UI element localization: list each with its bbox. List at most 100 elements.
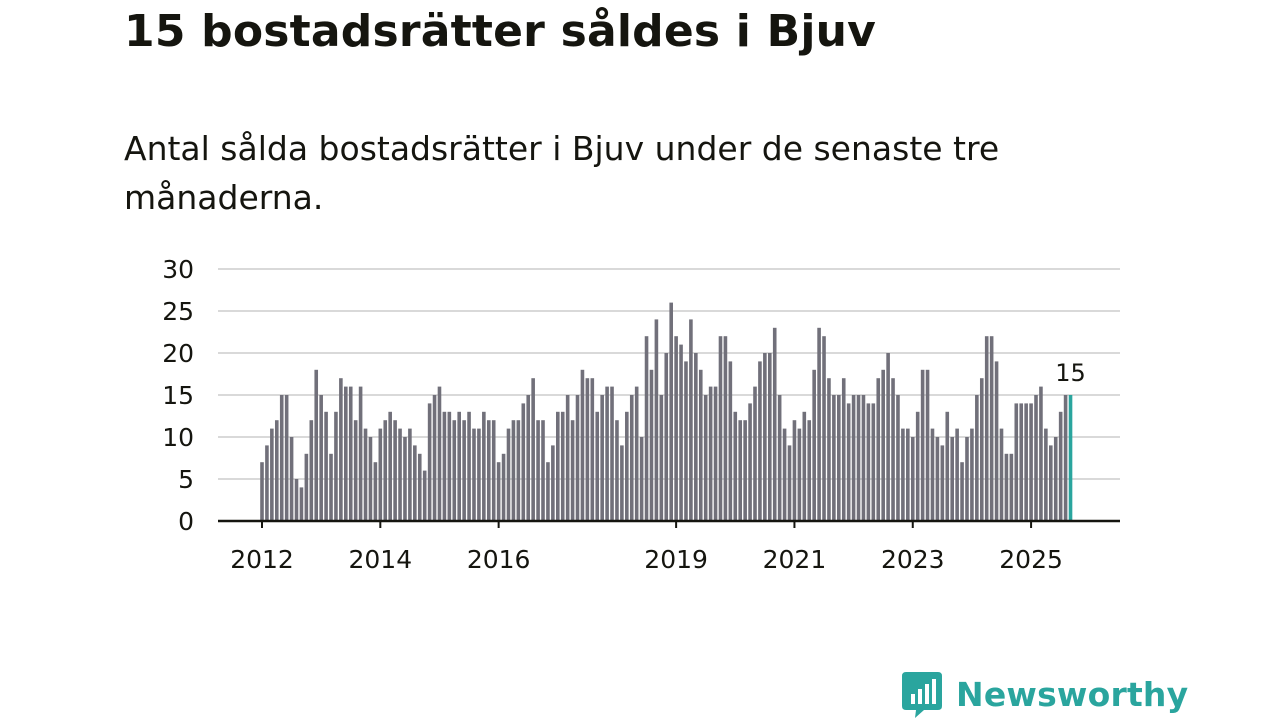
bar (689, 319, 693, 521)
bar (329, 453, 333, 521)
bar (846, 403, 851, 521)
chart-subtitle: Antal sålda bostadsrätter i Bjuv under d… (124, 129, 1000, 217)
bar (906, 428, 910, 521)
bar (625, 411, 629, 521)
bar (536, 420, 540, 521)
bar (358, 386, 363, 521)
bar (526, 395, 531, 521)
bar (1019, 403, 1024, 521)
bar (289, 437, 294, 521)
bar (925, 369, 930, 521)
bar (718, 336, 723, 521)
bar (1044, 428, 1048, 521)
bar (886, 353, 890, 521)
bar (314, 369, 319, 521)
bar (531, 378, 535, 521)
bar (965, 437, 969, 521)
bar (457, 411, 461, 521)
bar (496, 462, 501, 521)
bar (1039, 386, 1043, 521)
bar (270, 428, 274, 521)
bar (945, 411, 950, 521)
bar (930, 428, 935, 521)
bar (827, 378, 831, 521)
y-tick-label-15: 15 (162, 381, 194, 410)
bar (915, 411, 920, 521)
bar (763, 353, 767, 521)
bar (679, 344, 683, 521)
bar (585, 378, 590, 521)
y-tick-label-30: 30 (162, 255, 194, 284)
bar (989, 336, 994, 521)
x-tick-label-2025: 2025 (999, 545, 1063, 574)
bar (861, 395, 866, 521)
data-labels: 15 (1055, 359, 1086, 387)
bar (1049, 445, 1053, 521)
bar (837, 395, 841, 521)
bar (605, 386, 609, 521)
bar (654, 319, 659, 521)
bar (910, 437, 915, 521)
bar (422, 470, 427, 521)
bar (684, 361, 688, 521)
bar (841, 378, 846, 521)
bar (353, 420, 358, 521)
bar (975, 395, 979, 521)
bar (802, 411, 807, 521)
bar (935, 437, 940, 521)
x-tick-label-2012: 2012 (230, 545, 294, 574)
bar (713, 386, 718, 521)
bar (777, 395, 782, 521)
bar (876, 378, 881, 521)
bar (881, 369, 885, 521)
bar (639, 437, 644, 521)
y-tick-label-0: 0 (178, 507, 194, 536)
bar (334, 411, 338, 521)
bar (694, 353, 698, 521)
bar (787, 445, 792, 521)
bar (999, 428, 1004, 521)
bar (797, 428, 802, 521)
bar (265, 445, 269, 521)
bar (851, 395, 856, 521)
brand-name: Newsworthy (956, 674, 1189, 714)
y-tick-label-5: 5 (178, 465, 194, 494)
bar (393, 420, 397, 521)
bar (1058, 411, 1063, 521)
bar (344, 386, 348, 521)
bar (482, 411, 486, 521)
bar (294, 479, 299, 521)
bar (610, 386, 614, 521)
gridlines (218, 268, 1120, 480)
bar (669, 302, 673, 521)
bar (462, 420, 466, 521)
bar (304, 453, 309, 521)
bar (698, 369, 703, 521)
bar (279, 395, 284, 521)
bar (856, 395, 861, 521)
x-tick-label-2023: 2023 (881, 545, 945, 574)
bar (629, 395, 634, 521)
newsworthy-logo: Newsworthy (902, 670, 1188, 718)
y-tick-label-10: 10 (162, 423, 194, 452)
bar (437, 386, 442, 521)
bar (940, 445, 945, 521)
bar (758, 361, 762, 521)
bars (260, 302, 1073, 521)
bar (960, 462, 964, 521)
bar (1034, 395, 1038, 521)
bar (807, 420, 812, 521)
bar (772, 327, 777, 521)
bar (664, 353, 669, 521)
bar (324, 411, 328, 521)
bar (832, 395, 836, 521)
bar (590, 378, 595, 521)
bar (521, 403, 526, 521)
bar (812, 369, 816, 521)
bar (491, 420, 496, 521)
bar (477, 428, 481, 521)
bar (767, 353, 772, 521)
bar (1009, 453, 1014, 521)
bar (580, 369, 585, 521)
